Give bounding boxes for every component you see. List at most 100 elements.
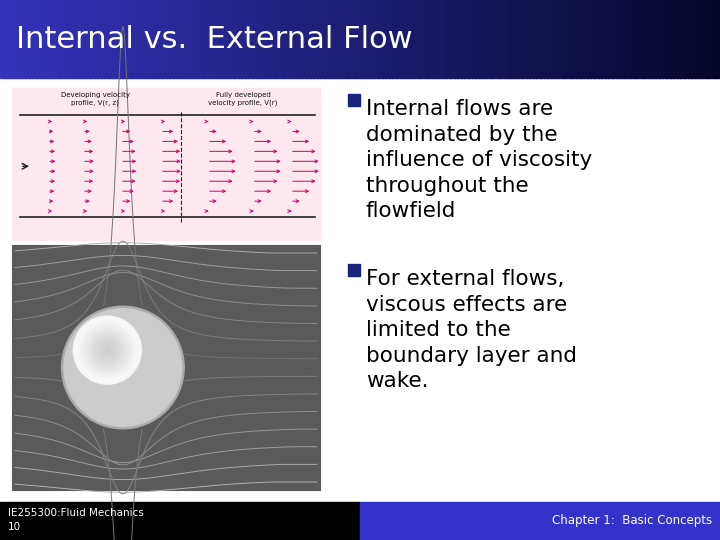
Bar [76, 0, 80, 78]
Bar [576, 0, 580, 78]
Bar [353, 0, 357, 78]
Bar [418, 0, 422, 78]
Circle shape [75, 318, 140, 382]
Circle shape [102, 345, 113, 355]
Bar [166, 0, 170, 78]
Bar [688, 0, 692, 78]
Text: Developing velocity
profile, V(r, z): Developing velocity profile, V(r, z) [60, 92, 130, 105]
Text: IE255300:Fluid Mechanics
10: IE255300:Fluid Mechanics 10 [8, 508, 144, 532]
Bar [14, 0, 19, 78]
Circle shape [96, 339, 118, 361]
Bar [680, 0, 685, 78]
Bar [346, 0, 350, 78]
Bar [140, 0, 145, 78]
Bar [162, 0, 166, 78]
Bar [468, 0, 472, 78]
Bar [61, 0, 66, 78]
Bar [382, 0, 386, 78]
Bar [12, 245, 320, 490]
Bar [580, 0, 584, 78]
Bar [691, 0, 696, 78]
Bar [526, 0, 530, 78]
Circle shape [93, 336, 122, 364]
Bar [317, 0, 321, 78]
Bar [360, 502, 720, 540]
Bar [155, 0, 159, 78]
Bar [0, 502, 360, 540]
Bar [331, 0, 336, 78]
Bar [486, 0, 490, 78]
Bar [504, 0, 508, 78]
Bar [436, 0, 440, 78]
Bar [338, 0, 343, 78]
Bar [562, 0, 566, 78]
Bar [677, 0, 681, 78]
Circle shape [104, 347, 111, 354]
Bar [508, 0, 512, 78]
Bar [439, 0, 444, 78]
Bar [313, 0, 318, 78]
Bar [36, 0, 40, 78]
Bar [612, 0, 616, 78]
Bar [698, 0, 703, 78]
Bar [616, 0, 620, 78]
Bar [637, 0, 642, 78]
Bar [198, 0, 202, 78]
Bar [335, 0, 339, 78]
Bar [202, 0, 206, 78]
Bar [630, 0, 634, 78]
Bar [274, 0, 278, 78]
Bar [371, 0, 375, 78]
Bar [169, 0, 174, 78]
Text: Internal flows are
dominated by the
influence of viscosity
throughout the
flowfi: Internal flows are dominated by the infl… [366, 99, 593, 221]
Bar [348, 264, 360, 276]
Bar [659, 0, 663, 78]
Bar [464, 0, 469, 78]
Bar [227, 0, 231, 78]
Bar [180, 0, 184, 78]
Bar [94, 0, 98, 78]
Bar [328, 0, 332, 78]
Bar [450, 0, 454, 78]
Bar [68, 0, 73, 78]
Bar [634, 0, 638, 78]
Bar [461, 0, 465, 78]
Bar [86, 0, 91, 78]
Bar [457, 0, 462, 78]
Bar [518, 0, 523, 78]
Circle shape [61, 306, 185, 429]
Bar [130, 0, 134, 78]
Circle shape [100, 343, 114, 357]
Bar [209, 0, 213, 78]
Bar [544, 0, 548, 78]
Bar [259, 0, 264, 78]
Circle shape [78, 321, 136, 379]
Bar [641, 0, 645, 78]
Bar [472, 0, 476, 78]
Bar [324, 0, 328, 78]
Bar [385, 0, 390, 78]
Bar [421, 0, 426, 78]
Bar [108, 0, 112, 78]
Bar [551, 0, 555, 78]
Bar [299, 0, 303, 78]
Bar [396, 0, 400, 78]
Circle shape [86, 329, 129, 372]
Bar [515, 0, 519, 78]
Bar [148, 0, 152, 78]
Bar [623, 0, 627, 78]
Bar [284, 0, 289, 78]
Bar [0, 78, 720, 502]
Bar [72, 0, 76, 78]
Bar [50, 0, 55, 78]
Bar [587, 0, 591, 78]
Bar [407, 0, 411, 78]
Bar [378, 0, 382, 78]
Bar [32, 0, 37, 78]
Bar [529, 0, 534, 78]
Bar [432, 0, 436, 78]
Bar [270, 0, 274, 78]
Bar [670, 0, 674, 78]
Bar [191, 0, 195, 78]
Bar [644, 0, 649, 78]
